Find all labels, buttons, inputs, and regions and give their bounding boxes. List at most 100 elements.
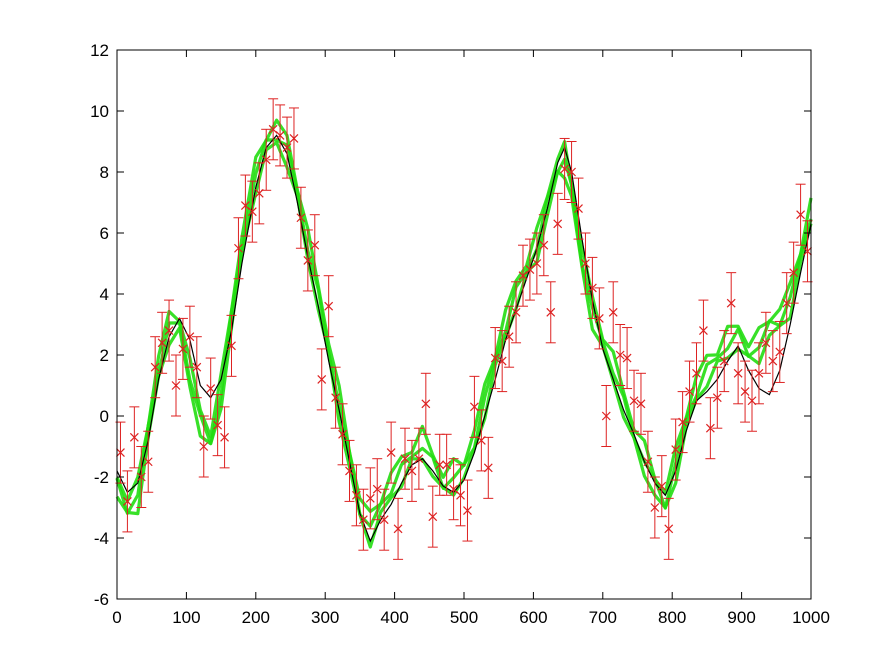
observation-point [531, 232, 542, 295]
observation-point [615, 324, 626, 386]
observation-marker [442, 460, 452, 470]
observation-marker [206, 384, 216, 393]
observation-marker [685, 387, 694, 397]
observation-point [365, 467, 376, 530]
observation-marker [428, 512, 438, 522]
observation-point [170, 354, 181, 417]
sample-line-3 [115, 118, 813, 513]
observation-point [212, 394, 223, 457]
observation-marker [754, 368, 764, 378]
observation-marker [650, 503, 660, 512]
observation-marker [608, 307, 618, 317]
observation-point [427, 485, 438, 548]
observation-point [205, 357, 216, 420]
observation-marker [768, 356, 778, 366]
observation-point [594, 287, 605, 350]
observation-marker [789, 268, 799, 278]
observation-marker [574, 204, 583, 214]
observation-marker [289, 134, 299, 143]
observation-point [684, 360, 695, 423]
x-tick-label: 200 [242, 608, 270, 627]
x-tick-label: 1000 [792, 608, 830, 627]
observation-marker [317, 374, 327, 384]
observation-marker [622, 353, 632, 363]
observation-marker [400, 454, 410, 464]
observation-marker [379, 515, 389, 525]
observation-marker [733, 368, 743, 378]
observation-marker [338, 429, 347, 439]
observation-marker [199, 442, 209, 451]
observation-marker [116, 448, 125, 458]
observation-point [726, 272, 737, 335]
observation-marker [234, 243, 243, 253]
observation-marker [178, 344, 188, 354]
observation-marker [213, 420, 223, 430]
y-tick-label: -4 [94, 529, 109, 548]
x-tick-label: 0 [112, 608, 121, 627]
y-tick-label: -6 [94, 590, 109, 609]
observation-marker [699, 326, 708, 336]
observation-marker [310, 240, 320, 250]
observation-marker [456, 490, 465, 500]
observation-marker [657, 481, 667, 491]
observation-marker [553, 219, 563, 229]
observation-point [601, 385, 612, 447]
observations-layer [115, 98, 813, 560]
observation-point [226, 314, 237, 377]
observation-point [157, 311, 168, 374]
observation-marker [164, 326, 174, 336]
observation-marker [546, 307, 556, 317]
observation-point [351, 464, 362, 527]
observation-marker [636, 399, 646, 409]
observation-point [656, 455, 667, 518]
observation-point [649, 476, 660, 539]
y-tick-label: 0 [100, 407, 109, 426]
x-tick-label: 300 [311, 608, 339, 627]
observation-point [288, 107, 299, 170]
observation-marker [497, 356, 507, 366]
observation-point [358, 488, 369, 551]
observation-point [219, 406, 230, 469]
observation-marker [407, 466, 417, 476]
observation-point [316, 348, 327, 411]
observation-point [733, 342, 744, 405]
observation-point [177, 317, 188, 380]
observation-point [642, 430, 653, 493]
y-tick-label: -2 [94, 468, 109, 487]
observation-marker [136, 472, 146, 482]
observation-marker [157, 338, 167, 348]
observation-marker [504, 332, 514, 342]
observation-point [622, 327, 633, 390]
observation-marker [185, 332, 195, 342]
truth-line-layer [116, 134, 812, 543]
observation-point [663, 497, 674, 560]
y-tick-label: 12 [90, 41, 109, 60]
observation-marker [705, 423, 715, 433]
observation-point [337, 403, 348, 466]
observation-point [420, 372, 431, 435]
observation-marker [719, 356, 729, 366]
observation-marker [539, 240, 549, 250]
observation-point [635, 372, 646, 435]
observation-marker [282, 143, 292, 153]
observation-point [441, 433, 452, 496]
axes: 0 100 200 300 400 500 600 700 800 900 1000 -6 -4 -2 0 2… [90, 41, 830, 627]
y-tick-label: 6 [100, 224, 109, 243]
observation-marker [421, 399, 431, 409]
observation-point [490, 327, 501, 390]
observation-point [455, 464, 466, 527]
observation-point [580, 232, 591, 295]
observation-point [413, 427, 424, 490]
observation-marker [692, 368, 701, 378]
observation-point [566, 141, 577, 203]
observation-point [275, 104, 286, 167]
observation-marker [122, 496, 132, 506]
observation-point [504, 305, 515, 368]
observation-marker [365, 493, 375, 503]
observation-marker [726, 298, 736, 308]
observation-marker [643, 457, 653, 467]
observation-marker [331, 393, 341, 403]
observation-point [677, 391, 688, 454]
observation-marker [775, 347, 785, 357]
